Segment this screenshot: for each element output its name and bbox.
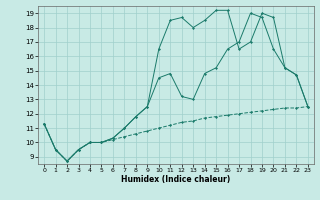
X-axis label: Humidex (Indice chaleur): Humidex (Indice chaleur) [121,175,231,184]
